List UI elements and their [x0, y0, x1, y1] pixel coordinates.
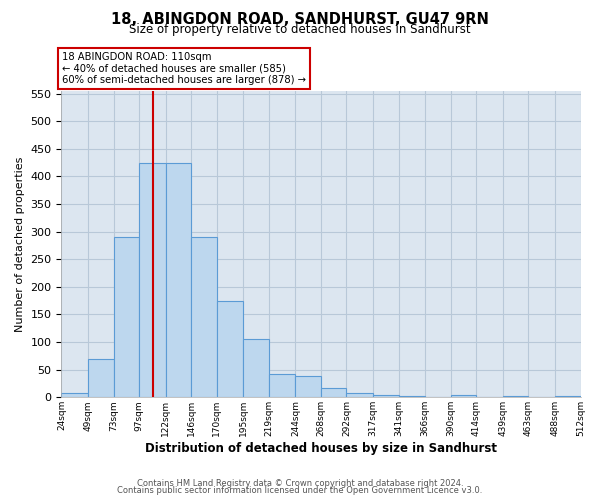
- Text: Contains public sector information licensed under the Open Government Licence v3: Contains public sector information licen…: [118, 486, 482, 495]
- Bar: [321, 388, 346, 398]
- Bar: [191, 237, 217, 398]
- Bar: [373, 395, 398, 398]
- Bar: [295, 376, 321, 398]
- Text: 18, ABINGDON ROAD, SANDHURST, GU47 9RN: 18, ABINGDON ROAD, SANDHURST, GU47 9RN: [111, 12, 489, 28]
- Text: Contains HM Land Registry data © Crown copyright and database right 2024.: Contains HM Land Registry data © Crown c…: [137, 478, 463, 488]
- Bar: [269, 374, 295, 398]
- Bar: [555, 396, 581, 398]
- Bar: [88, 358, 113, 398]
- Bar: [61, 394, 88, 398]
- Bar: [113, 237, 139, 398]
- Bar: [503, 396, 529, 398]
- Bar: [398, 396, 425, 398]
- X-axis label: Distribution of detached houses by size in Sandhurst: Distribution of detached houses by size …: [145, 442, 497, 455]
- Bar: [217, 300, 243, 398]
- Text: Size of property relative to detached houses in Sandhurst: Size of property relative to detached ho…: [129, 24, 471, 36]
- Bar: [346, 394, 373, 398]
- Bar: [243, 340, 269, 398]
- Text: 18 ABINGDON ROAD: 110sqm
← 40% of detached houses are smaller (585)
60% of semi-: 18 ABINGDON ROAD: 110sqm ← 40% of detach…: [62, 52, 307, 85]
- Bar: [166, 162, 191, 398]
- Y-axis label: Number of detached properties: Number of detached properties: [15, 156, 25, 332]
- Bar: [451, 395, 476, 398]
- Bar: [139, 162, 166, 398]
